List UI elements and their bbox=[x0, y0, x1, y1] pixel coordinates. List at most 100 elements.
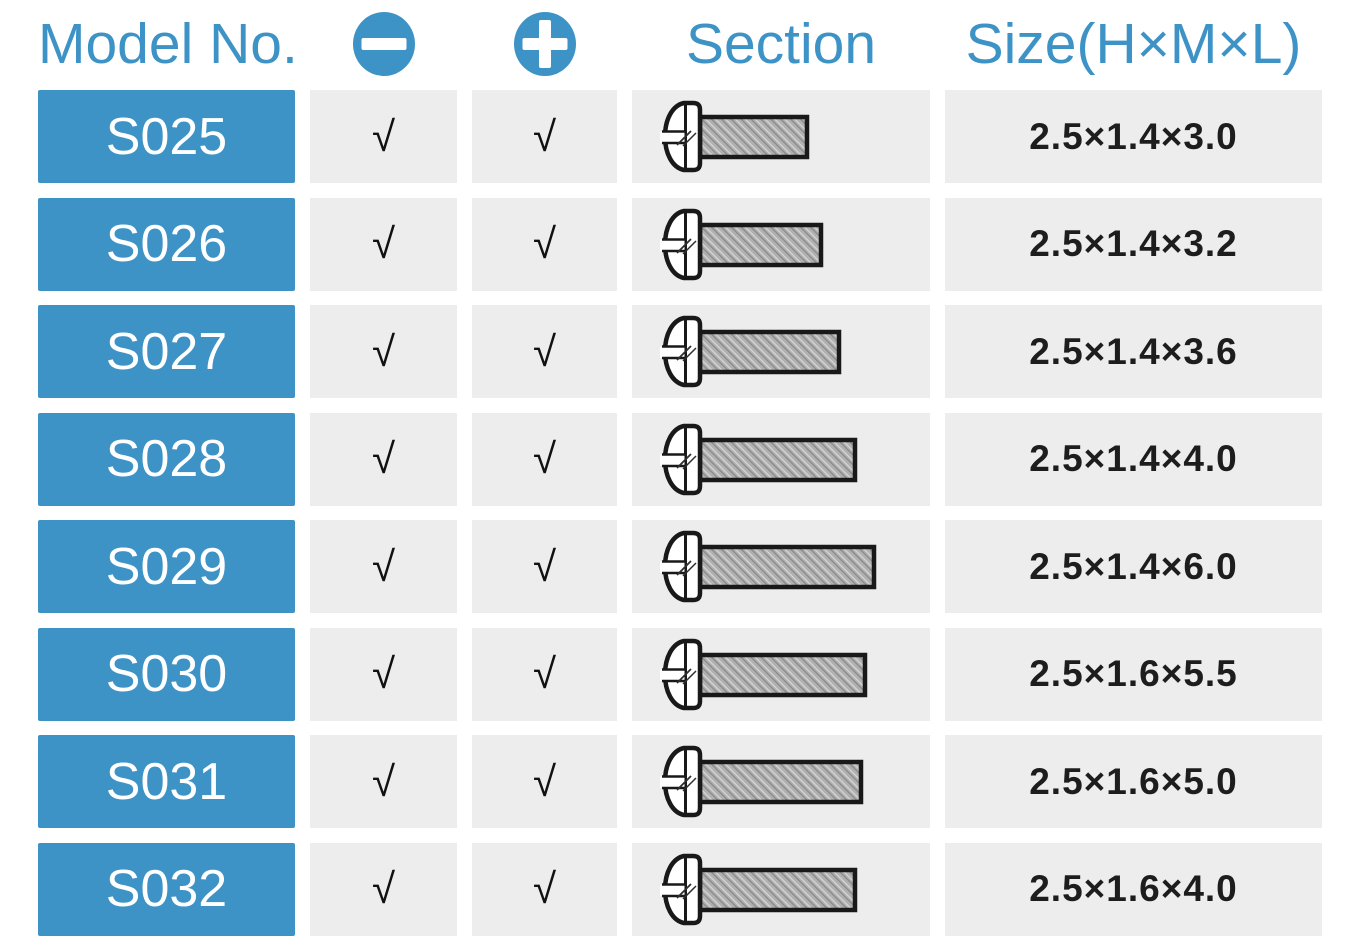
section-cell bbox=[632, 412, 930, 506]
slotted-check-cell: √ bbox=[310, 197, 457, 291]
section-cell bbox=[632, 842, 930, 936]
screw-shank bbox=[697, 222, 824, 267]
check-mark: √ bbox=[532, 542, 557, 590]
check-mark: √ bbox=[532, 112, 557, 160]
model-no-cell: S026 bbox=[38, 197, 295, 291]
section-cell bbox=[632, 735, 930, 828]
slotted-check-cell: √ bbox=[310, 305, 457, 398]
size-cell: 2.5×1.6×5.5 bbox=[945, 627, 1322, 721]
screw-shank bbox=[697, 437, 858, 482]
check-mark: √ bbox=[371, 757, 396, 805]
model-no-cell: S029 bbox=[38, 520, 295, 613]
slotted-check-cell: √ bbox=[310, 842, 457, 936]
model-no-cell: S025 bbox=[38, 90, 295, 183]
size-cell: 2.5×1.6×5.0 bbox=[945, 735, 1322, 828]
table-header: Model No. Section Size(H×M×L) bbox=[0, 0, 1350, 88]
screw-diagram bbox=[660, 853, 858, 925]
size-cell: 2.5×1.4×3.0 bbox=[945, 90, 1322, 183]
screw-shank bbox=[697, 329, 842, 375]
header-section: Section bbox=[685, 11, 877, 76]
slotted-check-cell: √ bbox=[310, 412, 457, 506]
check-mark: √ bbox=[532, 327, 557, 375]
check-mark: √ bbox=[371, 220, 396, 267]
size-cell: 2.5×1.4×3.2 bbox=[945, 197, 1322, 291]
cross-recess-tick bbox=[682, 562, 697, 577]
check-mark: √ bbox=[532, 435, 557, 482]
check-mark: √ bbox=[532, 757, 557, 805]
screw-slot-gap bbox=[660, 884, 685, 896]
minus-circle-icon bbox=[352, 12, 415, 76]
table-row: S028 √ √ 2.5×1.4×4.0 bbox=[0, 412, 1350, 506]
table-row: S030 √ √ 2.5×1.6×5.5 bbox=[0, 627, 1350, 721]
size-cell: 2.5×1.4×4.0 bbox=[945, 412, 1322, 506]
phillips-check-cell: √ bbox=[472, 520, 617, 613]
table-row: S027 √ √ 2.5×1.4×3.6 bbox=[0, 305, 1350, 398]
table-row: S026 √ √ 2.5×1.4×3.2 bbox=[0, 197, 1350, 291]
screw-slot-gap bbox=[660, 346, 685, 358]
cross-recess-tick bbox=[676, 775, 692, 791]
phillips-check-cell: √ bbox=[472, 627, 617, 721]
table-row: S032 √ √ 2.5×1.6×4.0 bbox=[0, 842, 1350, 936]
header-model-no: Model No. bbox=[38, 11, 298, 76]
slotted-check-cell: √ bbox=[310, 735, 457, 828]
cross-recess-tick bbox=[676, 237, 692, 254]
check-mark: √ bbox=[371, 112, 396, 160]
size-cell: 2.5×1.4×6.0 bbox=[945, 520, 1322, 613]
table-row: S025 √ √ 2.5×1.4×3.0 bbox=[0, 90, 1350, 183]
screw-slot-gap bbox=[660, 239, 685, 251]
plus-circle-icon bbox=[513, 12, 576, 76]
screw-shank bbox=[697, 544, 877, 590]
screw-shank bbox=[697, 652, 868, 697]
screw-shank bbox=[697, 867, 858, 912]
slotted-check-cell: √ bbox=[310, 90, 457, 183]
model-no-cell: S027 bbox=[38, 305, 295, 398]
phillips-check-cell: √ bbox=[472, 842, 617, 936]
section-cell bbox=[632, 627, 930, 721]
slotted-check-cell: √ bbox=[310, 520, 457, 613]
check-mark: √ bbox=[532, 650, 557, 697]
phillips-check-cell: √ bbox=[472, 412, 617, 506]
screw-shank bbox=[697, 114, 810, 160]
section-cell bbox=[632, 90, 930, 183]
check-mark: √ bbox=[371, 542, 396, 590]
cross-recess-tick bbox=[682, 347, 697, 362]
header-phillips-column bbox=[472, 12, 617, 76]
model-no-cell: S032 bbox=[38, 842, 295, 936]
screw-diagram bbox=[660, 638, 868, 710]
header-size: Size(H×M×L) bbox=[965, 11, 1302, 76]
cross-recess-tick bbox=[676, 345, 692, 361]
screw-slot-gap bbox=[660, 454, 685, 466]
check-mark: √ bbox=[371, 435, 396, 482]
check-mark: √ bbox=[371, 327, 396, 375]
section-cell bbox=[632, 520, 930, 613]
cross-recess-tick bbox=[676, 560, 692, 576]
screw-slot-gap bbox=[660, 561, 685, 573]
slotted-check-cell: √ bbox=[310, 627, 457, 721]
phillips-check-cell: √ bbox=[472, 90, 617, 183]
cross-recess-tick bbox=[682, 239, 697, 255]
check-mark: √ bbox=[532, 865, 557, 912]
screw-diagram bbox=[660, 208, 824, 280]
check-mark: √ bbox=[371, 865, 396, 912]
screw-shank bbox=[697, 759, 864, 805]
screw-diagram bbox=[660, 745, 864, 818]
cross-recess-tick bbox=[682, 777, 697, 792]
cross-recess-tick bbox=[676, 130, 692, 146]
screw-slot-gap bbox=[660, 776, 685, 788]
size-cell: 2.5×1.4×3.6 bbox=[945, 305, 1322, 398]
screw-diagram bbox=[660, 530, 877, 603]
screw-diagram bbox=[660, 315, 842, 388]
check-mark: √ bbox=[371, 650, 396, 697]
screw-diagram bbox=[660, 100, 810, 173]
check-mark: √ bbox=[532, 220, 557, 267]
cross-recess-tick bbox=[682, 132, 697, 147]
size-cell: 2.5×1.6×4.0 bbox=[945, 842, 1322, 936]
cross-recess-tick bbox=[682, 884, 697, 900]
screw-diagram bbox=[660, 423, 858, 495]
cross-recess-tick bbox=[676, 667, 692, 684]
cross-recess-tick bbox=[682, 454, 697, 470]
screw-slot-gap bbox=[660, 669, 685, 681]
table-body: S025 √ √ 2.5×1.4×3.0 S026 bbox=[0, 88, 1350, 936]
cross-recess-tick bbox=[676, 452, 692, 469]
